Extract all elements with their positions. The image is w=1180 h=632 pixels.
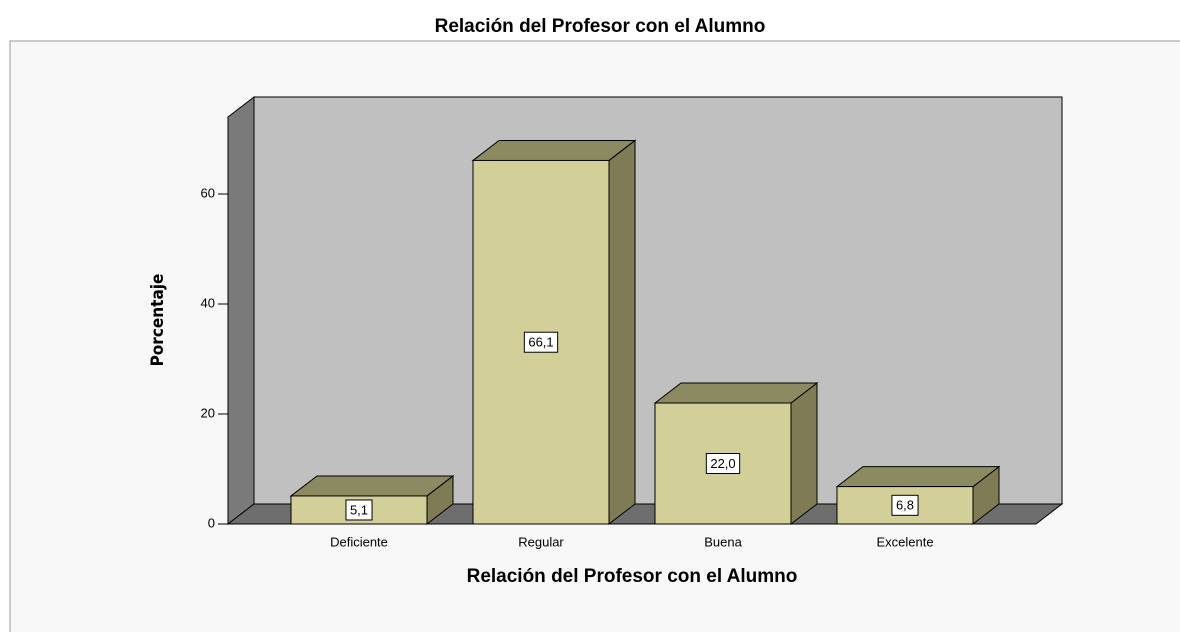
value-label: 6,8 <box>896 498 914 513</box>
value-label-box <box>523 331 559 353</box>
value-label-box <box>891 494 919 516</box>
bar-top <box>289 475 455 497</box>
y-tick-label: 0 <box>208 515 215 530</box>
y-tick-label: 60 <box>201 185 215 200</box>
bar-side <box>608 139 636 526</box>
x-tick-label: Regular <box>518 534 564 549</box>
bar-top <box>835 466 1001 488</box>
bar-top <box>653 382 819 404</box>
x-tick-label: Buena <box>704 534 742 549</box>
side-wall <box>227 95 255 526</box>
value-label: 22,0 <box>710 456 735 471</box>
y-axis-title: Porcentaje <box>148 274 168 367</box>
bar-side <box>790 381 818 526</box>
bar-top <box>471 139 637 161</box>
value-label: 66,1 <box>528 335 553 350</box>
y-tick-label: 20 <box>201 405 215 420</box>
value-label-box <box>705 453 741 474</box>
value-label: 5,1 <box>350 502 368 517</box>
chart-title: Relación del Profesor con el Alumno <box>435 16 766 37</box>
value-label-box <box>345 499 373 521</box>
y-tick-label: 40 <box>201 295 215 310</box>
x-tick-label: Excelente <box>876 534 933 549</box>
x-axis-title: Relación del Profesor con el Alumno <box>467 566 798 587</box>
x-tick-label: Deficiente <box>330 534 388 549</box>
